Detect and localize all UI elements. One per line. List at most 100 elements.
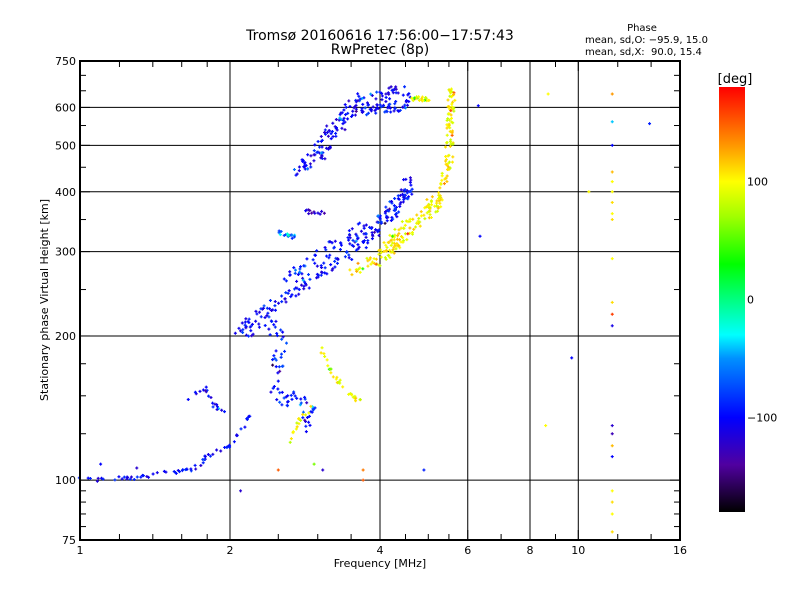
data-point <box>273 357 277 361</box>
data-point <box>280 390 284 394</box>
data-point <box>335 375 339 379</box>
data-point <box>135 466 139 470</box>
data-point <box>357 94 361 98</box>
data-point <box>361 267 365 271</box>
data-point <box>338 381 342 385</box>
data-point <box>293 268 297 272</box>
data-point <box>423 217 427 221</box>
data-point <box>333 265 337 269</box>
y-tick-label: 200 <box>55 330 76 343</box>
data-point <box>303 162 307 166</box>
data-point <box>346 111 350 115</box>
data-point <box>272 384 276 388</box>
data-point <box>285 232 289 236</box>
data-point <box>288 440 292 444</box>
data-point <box>439 198 443 202</box>
data-point <box>299 265 303 269</box>
data-point <box>384 109 388 113</box>
data-point <box>398 204 402 208</box>
data-point <box>371 234 375 238</box>
data-point <box>401 93 405 97</box>
data-point <box>354 239 358 243</box>
data-point <box>326 147 330 151</box>
data-point <box>322 261 326 265</box>
data-point <box>295 421 299 425</box>
phase-info-title: Phase <box>627 23 657 34</box>
data-point <box>388 105 392 109</box>
data-point <box>257 325 261 329</box>
data-point <box>319 351 323 355</box>
data-point <box>392 109 396 113</box>
data-point <box>176 468 180 472</box>
data-point <box>344 105 348 109</box>
data-point <box>331 267 335 271</box>
data-point <box>223 410 227 414</box>
data-point <box>315 249 319 253</box>
data-point <box>274 308 278 312</box>
data-point <box>448 88 452 92</box>
data-point <box>274 349 278 353</box>
data-point <box>316 139 320 143</box>
data-point <box>396 194 400 198</box>
data-point <box>405 238 409 242</box>
data-point <box>290 293 294 297</box>
data-point <box>434 210 438 214</box>
data-point <box>338 116 342 120</box>
data-point <box>323 131 327 135</box>
data-point <box>301 278 305 282</box>
data-point <box>145 474 149 478</box>
data-point <box>308 423 312 427</box>
data-point <box>309 154 313 158</box>
data-point <box>389 219 393 223</box>
data-point <box>380 91 384 95</box>
data-point <box>403 85 407 89</box>
data-point <box>375 90 379 94</box>
data-point <box>278 369 282 373</box>
data-point <box>307 212 311 216</box>
data-point <box>280 337 284 341</box>
data-point <box>445 180 449 184</box>
data-point <box>334 377 338 381</box>
data-point <box>269 390 273 394</box>
data-point <box>445 118 449 122</box>
data-point <box>151 472 155 476</box>
data-point <box>345 250 349 254</box>
data-point <box>419 210 423 214</box>
data-point <box>265 314 269 318</box>
data-point <box>399 200 403 204</box>
data-point <box>288 273 292 277</box>
data-point <box>306 273 310 277</box>
data-point <box>366 239 370 243</box>
data-point <box>329 132 333 136</box>
data-point <box>358 97 362 101</box>
data-point <box>406 197 410 201</box>
data-point <box>384 210 388 214</box>
data-point <box>386 241 390 245</box>
data-point <box>279 355 283 359</box>
data-point <box>303 280 307 284</box>
data-point <box>387 209 391 213</box>
data-point <box>333 259 337 263</box>
data-point <box>113 478 117 482</box>
data-point <box>194 467 198 471</box>
data-point <box>319 151 323 155</box>
data-point <box>281 330 285 334</box>
data-point <box>328 253 332 257</box>
data-point <box>372 257 376 261</box>
data-point <box>364 223 368 227</box>
data-point <box>443 177 447 181</box>
data-point <box>397 228 401 232</box>
data-point <box>325 146 329 150</box>
data-point <box>429 203 433 207</box>
data-point <box>211 452 215 456</box>
data-point <box>337 118 341 122</box>
data-point <box>333 125 337 129</box>
data-point <box>429 199 433 203</box>
data-point <box>366 259 370 263</box>
data-point <box>422 213 426 217</box>
data-point <box>329 367 333 371</box>
data-point <box>333 239 337 243</box>
data-point <box>293 271 297 275</box>
data-point <box>350 227 354 231</box>
